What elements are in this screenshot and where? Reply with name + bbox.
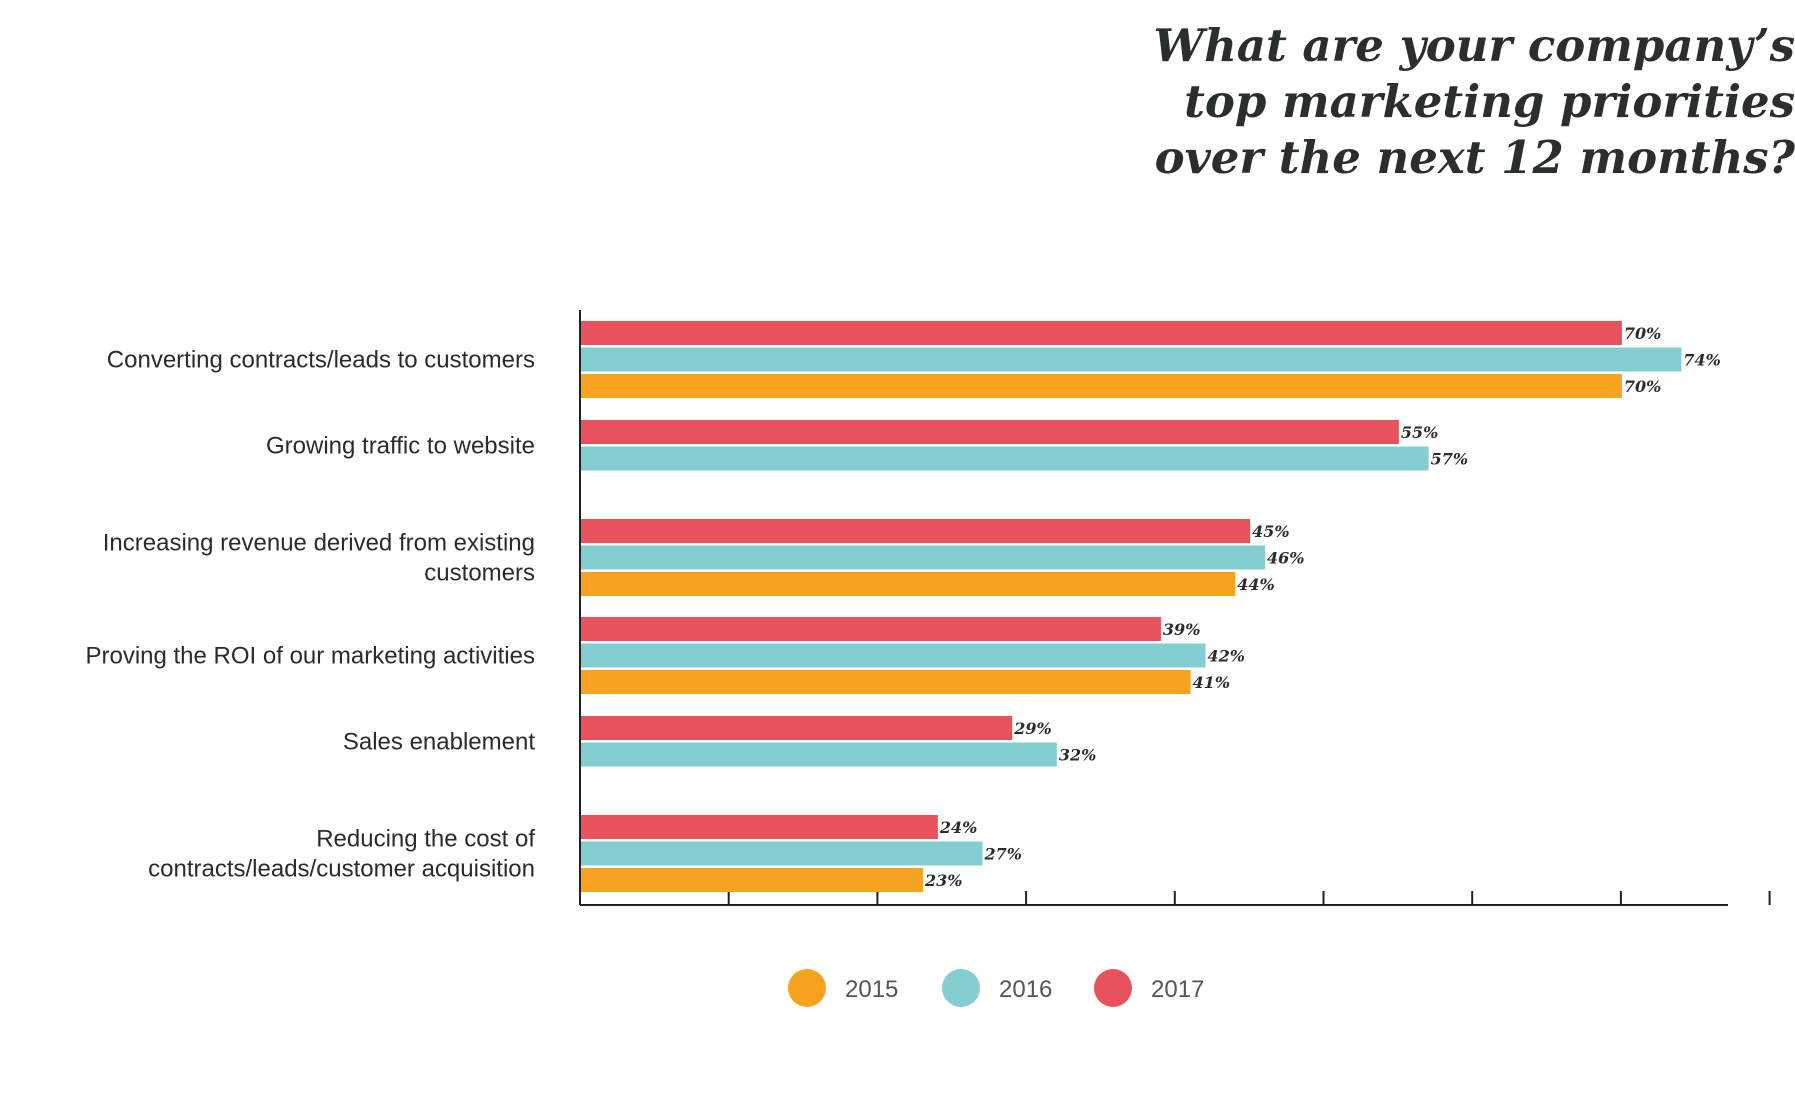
category-label: Converting contracts/leads to customers [107,347,535,374]
bar-2015 [581,572,1236,596]
category-label: customers [424,560,535,587]
value-label: 70% [1624,324,1661,343]
chart-title-line: What are your company’s [1153,19,1795,72]
category-label: contracts/leads/customer acquisition [148,856,535,883]
legend-swatch-2016 [942,969,980,1007]
bar-2017 [581,617,1161,641]
legend-label: 2015 [845,976,898,1003]
bar-2015 [581,374,1622,398]
bar-2016 [581,841,983,866]
bar-2017 [581,716,1013,740]
value-label: 70% [1624,377,1661,396]
value-label: 39% [1163,620,1200,639]
bar-2016 [581,545,1266,570]
value-label: 74% [1683,351,1720,370]
value-label: 46% [1267,549,1304,568]
chart-title-line: over the next 12 months? [1154,131,1795,184]
value-label: 32% [1059,746,1096,765]
category-label: Sales enablement [343,728,535,755]
bar-2015 [581,670,1191,694]
legend-swatch-2017 [1094,969,1132,1007]
value-label: 42% [1208,647,1245,666]
value-label: 23% [924,871,962,890]
category-label: Reducing the cost of [316,826,535,853]
value-label: 24% [939,818,977,837]
value-label: 27% [983,845,1021,864]
bar-2017 [581,519,1251,543]
value-label: 57% [1431,450,1468,469]
value-label: 41% [1193,673,1230,692]
bar-2016 [581,347,1682,372]
bar-2017 [581,815,938,839]
bar-2017 [581,321,1622,345]
bar-2015 [581,868,924,892]
bar-2016 [581,643,1206,668]
category-label: Increasing revenue derived from existing [103,530,535,557]
value-label: 44% [1237,575,1274,594]
legend-label: 2017 [1151,976,1204,1003]
bar-2017 [581,420,1399,444]
category-label: Growing traffic to website [266,432,535,459]
legend-swatch-2015 [788,969,826,1007]
value-label: 29% [1013,719,1051,738]
chart-title: What are your company’s top marketing pr… [895,18,1795,186]
bar-2016 [581,446,1429,471]
value-label: 45% [1252,522,1289,541]
category-label: Proving the ROI of our marketing activit… [85,643,535,670]
value-label: 55% [1401,423,1438,442]
legend-label: 2016 [999,976,1052,1003]
bar-2016 [581,742,1057,767]
chart-title-line: top marketing priorities [1184,75,1795,128]
